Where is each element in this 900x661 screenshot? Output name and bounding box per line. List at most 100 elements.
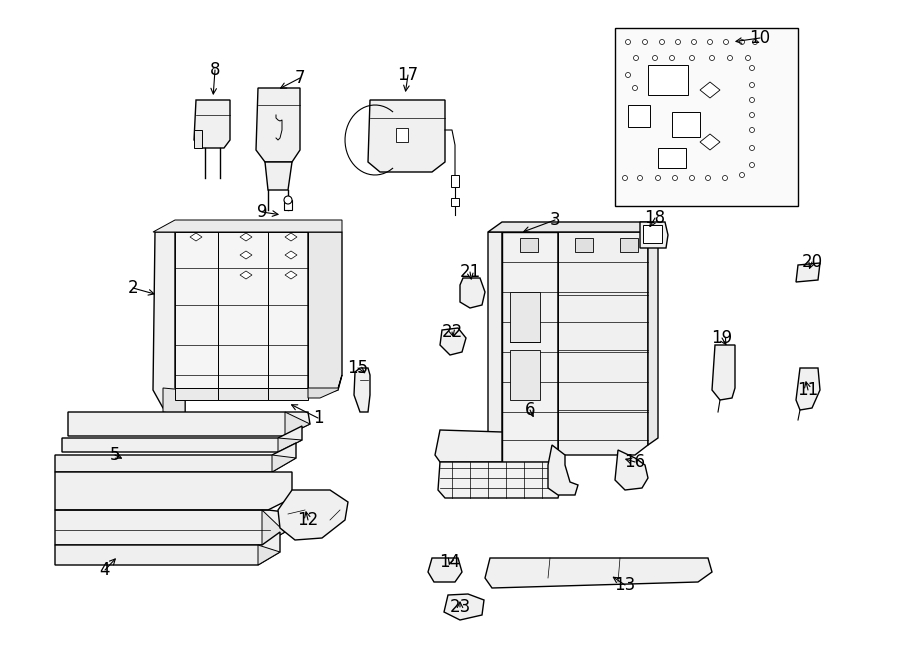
Polygon shape	[163, 388, 185, 415]
Polygon shape	[700, 82, 720, 98]
Polygon shape	[285, 233, 297, 241]
Polygon shape	[278, 438, 302, 452]
Text: 16: 16	[625, 453, 645, 471]
Circle shape	[633, 85, 637, 91]
Circle shape	[724, 40, 728, 44]
Circle shape	[752, 40, 758, 44]
Text: 1: 1	[312, 409, 323, 427]
Polygon shape	[55, 472, 292, 510]
Polygon shape	[438, 462, 560, 498]
Polygon shape	[240, 251, 252, 259]
Polygon shape	[240, 233, 252, 241]
Polygon shape	[218, 388, 268, 400]
Polygon shape	[510, 292, 540, 342]
Polygon shape	[488, 232, 502, 462]
Polygon shape	[218, 232, 268, 388]
Circle shape	[637, 176, 643, 180]
Polygon shape	[272, 455, 296, 472]
Circle shape	[740, 40, 744, 44]
Polygon shape	[262, 510, 285, 545]
Polygon shape	[440, 328, 466, 355]
Polygon shape	[55, 532, 280, 565]
Circle shape	[709, 56, 715, 61]
Polygon shape	[240, 271, 252, 279]
Polygon shape	[460, 278, 485, 308]
Polygon shape	[308, 232, 342, 395]
Text: 3: 3	[550, 211, 561, 229]
Circle shape	[670, 56, 674, 61]
Polygon shape	[55, 510, 285, 545]
Text: 2: 2	[128, 279, 139, 297]
Circle shape	[745, 56, 751, 61]
Text: 10: 10	[750, 29, 770, 47]
Circle shape	[750, 98, 754, 102]
Text: 11: 11	[797, 381, 819, 399]
Polygon shape	[194, 130, 202, 148]
Bar	[628, 105, 650, 127]
Bar	[658, 148, 686, 168]
Circle shape	[655, 176, 661, 180]
Circle shape	[750, 128, 754, 132]
Polygon shape	[153, 220, 342, 232]
Text: 4: 4	[100, 561, 110, 579]
Circle shape	[750, 163, 754, 167]
Circle shape	[643, 40, 647, 44]
Circle shape	[750, 145, 754, 151]
Circle shape	[727, 56, 733, 61]
Bar	[672, 112, 700, 137]
Polygon shape	[194, 100, 230, 148]
Bar	[648, 65, 688, 95]
Polygon shape	[55, 443, 296, 472]
Polygon shape	[268, 232, 308, 388]
Text: 5: 5	[110, 446, 121, 464]
Circle shape	[750, 112, 754, 118]
Circle shape	[723, 176, 727, 180]
Bar	[451, 198, 459, 206]
Polygon shape	[502, 232, 558, 462]
Polygon shape	[256, 88, 300, 162]
Text: 12: 12	[297, 511, 319, 529]
Polygon shape	[444, 594, 484, 620]
Polygon shape	[700, 134, 720, 150]
Polygon shape	[68, 412, 310, 436]
Circle shape	[706, 176, 710, 180]
Text: 15: 15	[347, 359, 369, 377]
Polygon shape	[62, 426, 302, 452]
Polygon shape	[175, 232, 218, 388]
Polygon shape	[796, 263, 820, 282]
Circle shape	[626, 73, 631, 77]
Circle shape	[660, 40, 664, 44]
Polygon shape	[190, 233, 202, 241]
Polygon shape	[648, 232, 658, 445]
Circle shape	[652, 56, 658, 61]
Polygon shape	[354, 368, 370, 412]
Text: 20: 20	[801, 253, 823, 271]
Text: 9: 9	[256, 203, 267, 221]
Polygon shape	[258, 545, 280, 565]
Polygon shape	[575, 238, 593, 252]
Polygon shape	[428, 558, 462, 582]
Bar	[615, 28, 798, 206]
Circle shape	[750, 83, 754, 87]
Circle shape	[626, 40, 631, 44]
Polygon shape	[548, 445, 578, 495]
Polygon shape	[796, 368, 820, 410]
Polygon shape	[175, 388, 218, 400]
Polygon shape	[284, 200, 292, 210]
Text: 21: 21	[459, 263, 481, 281]
Polygon shape	[558, 232, 648, 455]
Circle shape	[750, 65, 754, 71]
Polygon shape	[285, 271, 297, 279]
Text: 22: 22	[441, 323, 463, 341]
Polygon shape	[265, 162, 292, 190]
Text: 19: 19	[711, 329, 733, 347]
Text: 13: 13	[615, 576, 635, 594]
Polygon shape	[268, 388, 308, 400]
Polygon shape	[712, 345, 735, 400]
Circle shape	[672, 176, 678, 180]
Circle shape	[740, 173, 744, 178]
Polygon shape	[640, 222, 668, 248]
Polygon shape	[510, 350, 540, 400]
Text: 17: 17	[398, 66, 418, 84]
Polygon shape	[615, 450, 648, 490]
